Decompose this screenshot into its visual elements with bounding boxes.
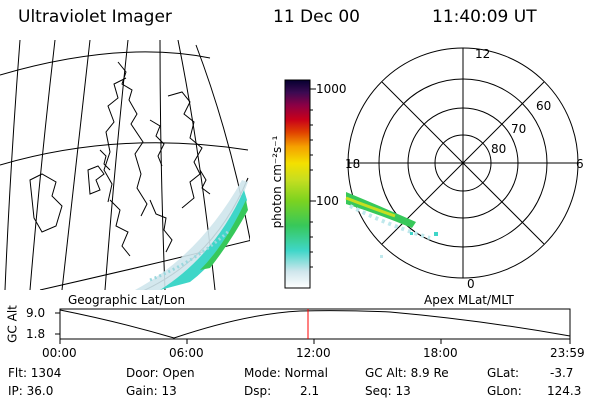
polar-aurora-band	[345, 192, 438, 258]
mlt-label-6: 6	[576, 157, 584, 171]
left-panel-caption: Geographic Lat/Lon	[68, 293, 186, 307]
altitude-strip	[55, 308, 571, 344]
colorbar-ticks	[310, 88, 316, 268]
dsp-value: 2.1	[300, 384, 320, 398]
colorbar-tick-100: 100	[316, 194, 339, 208]
polar-plot	[347, 47, 579, 279]
time-tick: 00:00	[42, 346, 77, 360]
altitude-tick-low: 1.8	[26, 327, 46, 341]
glat-value: -3.7	[550, 366, 574, 380]
date-label: 11 Dec 00	[273, 7, 360, 27]
mlat-label-70: 70	[511, 122, 527, 136]
gc-altitude: GC Alt: 8.9 Re	[365, 366, 449, 380]
mlat-label-60: 60	[536, 99, 552, 113]
time-tick: 18:00	[423, 346, 458, 360]
door-status: Door: Open	[126, 366, 195, 380]
colorbar	[284, 79, 311, 289]
sequence-number: Seq: 13	[365, 384, 411, 398]
glon-value: 124.3	[547, 384, 582, 398]
mlt-label-18: 18	[345, 157, 361, 171]
time-tick: 12:00	[296, 346, 331, 360]
dsp-label: Dsp:	[244, 384, 272, 398]
glat-label: GLat:	[487, 366, 520, 380]
time-label: 11:40:09 UT	[432, 7, 537, 27]
mlat-label-80: 80	[491, 142, 507, 156]
time-tick: 23:59	[550, 346, 585, 360]
mlt-label-12: 12	[475, 47, 491, 61]
instrument-title: Ultraviolet Imager	[18, 7, 172, 27]
mlt-label-0: 0	[467, 277, 475, 291]
colorbar-tick-1000: 1000	[316, 82, 347, 96]
left-aurora-band	[135, 180, 248, 290]
flight-number: Flt: 1304	[8, 366, 62, 380]
geographic-map	[0, 40, 250, 290]
gain-value: Gain: 13	[126, 384, 177, 398]
mode-status: Mode: Normal	[244, 366, 328, 380]
right-panel-caption: Apex MLat/MLT	[424, 293, 514, 307]
time-tick: 06:00	[169, 346, 204, 360]
glon-label: GLon:	[487, 384, 522, 398]
ip-value: IP: 36.0	[8, 384, 54, 398]
colorbar-unit-label: photon cm⁻²s⁻¹	[270, 135, 284, 229]
altitude-axis-label: GC Alt	[5, 305, 20, 343]
altitude-tick-high: 9.0	[26, 306, 46, 320]
